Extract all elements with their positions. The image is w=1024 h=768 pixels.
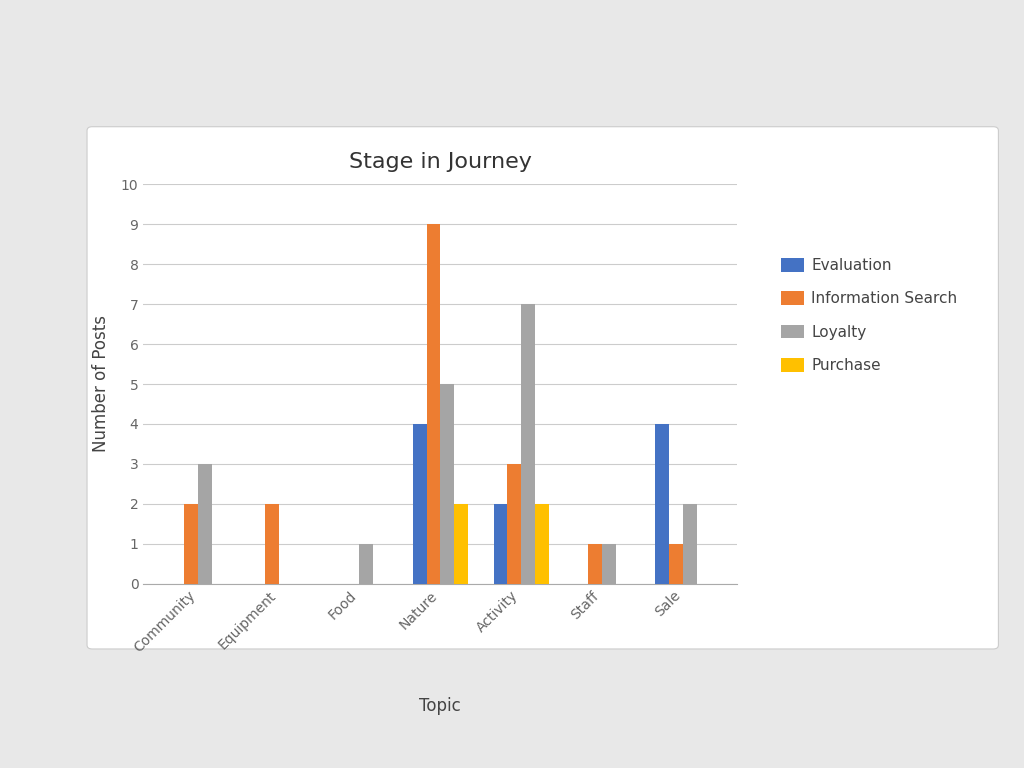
Title: Stage in Journey: Stage in Journey: [349, 151, 531, 172]
Bar: [198, 464, 212, 584]
Bar: [508, 464, 521, 584]
Y-axis label: Number of Posts: Number of Posts: [92, 316, 110, 452]
Bar: [683, 504, 696, 584]
Bar: [494, 504, 508, 584]
Bar: [359, 544, 373, 584]
Bar: [413, 424, 427, 584]
Bar: [454, 504, 468, 584]
Bar: [655, 424, 669, 584]
Bar: [427, 224, 440, 584]
Bar: [669, 544, 683, 584]
Bar: [535, 504, 549, 584]
X-axis label: Topic: Topic: [420, 697, 461, 715]
Bar: [602, 544, 615, 584]
Bar: [265, 504, 279, 584]
Bar: [440, 384, 454, 584]
Bar: [184, 504, 198, 584]
Bar: [588, 544, 602, 584]
Bar: [521, 304, 535, 584]
Legend: Evaluation, Information Search, Loyalty, Purchase: Evaluation, Information Search, Loyalty,…: [774, 252, 964, 379]
